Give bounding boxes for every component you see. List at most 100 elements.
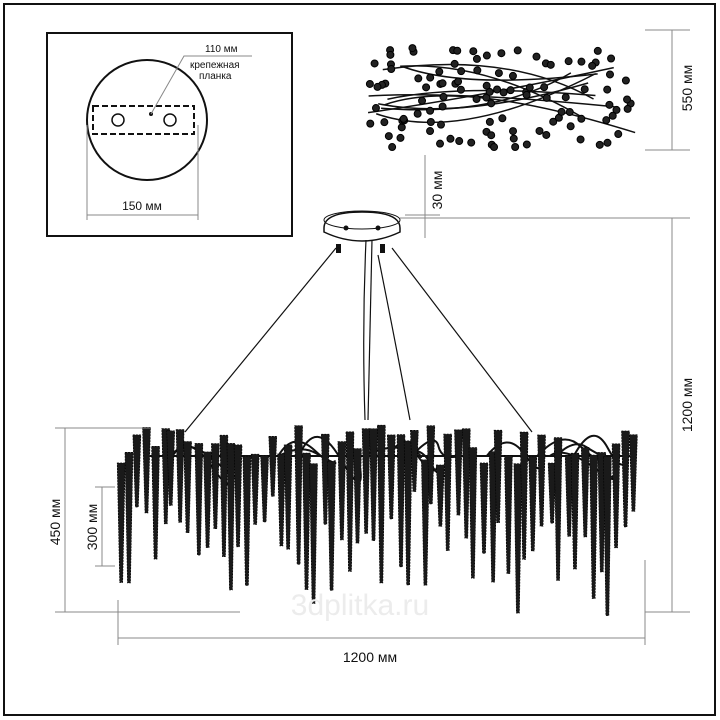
crystal-icicle: [183, 441, 192, 534]
crystal-bud: [577, 114, 586, 123]
crystal-icicle: [260, 454, 269, 523]
crystal-bud: [561, 93, 570, 102]
crystal-bud: [426, 117, 435, 126]
diameter-label: 150 мм: [122, 199, 162, 213]
crystal-icicle: [410, 430, 419, 492]
crystal-icicle: [309, 463, 318, 604]
crystal-bud: [542, 93, 551, 102]
crystal-bud: [453, 46, 462, 55]
crystal-icicle: [589, 454, 598, 599]
depth-label: 550 мм: [679, 65, 695, 112]
crystal-icicle: [175, 429, 185, 523]
crystal-icicle: [211, 443, 220, 530]
crystal-bud: [439, 92, 448, 101]
crystal-icicle: [345, 431, 355, 572]
crystal-bud: [485, 117, 494, 126]
crystal-bud: [576, 135, 585, 144]
crystal-bud: [623, 95, 632, 104]
branch: [401, 65, 598, 81]
crystal-icicle: [547, 462, 557, 524]
crystal-bud: [487, 131, 496, 140]
crystal-icicle: [302, 452, 311, 590]
top-view-cluster: [365, 44, 636, 152]
crystal-icicle: [513, 463, 523, 614]
crystal-bud: [386, 50, 395, 59]
crystal-bud: [525, 83, 534, 92]
crystal-bud: [426, 73, 435, 82]
crystal-bud: [532, 52, 541, 61]
crystal-bud: [399, 114, 408, 123]
crystal-bud: [384, 132, 393, 141]
crystal-bud: [549, 117, 558, 126]
crystal-bud: [436, 139, 445, 148]
crystal-bud: [542, 130, 551, 139]
crystal-bud: [593, 46, 602, 55]
crystal-icicle: [426, 425, 436, 505]
branch: [367, 66, 614, 114]
crystal-icicle: [454, 429, 463, 516]
crystal-icicle: [537, 434, 546, 527]
crystal-bud: [373, 82, 382, 91]
canopy-circle: [86, 59, 208, 181]
crystal-bud: [485, 87, 494, 96]
crystal-icicle: [436, 464, 445, 527]
crystal-icicle: [250, 453, 260, 525]
crystal-bud: [435, 67, 444, 76]
crystal-bud: [365, 79, 374, 88]
branch: [381, 72, 572, 111]
crystal-bud: [438, 102, 447, 111]
crystal-bud: [612, 105, 621, 114]
crystal-bud: [380, 118, 389, 127]
crystal-bud: [522, 140, 531, 149]
crystal-bud: [454, 77, 463, 86]
crystal-bud: [509, 127, 518, 136]
crystal-bud: [557, 107, 566, 116]
crystal-icicle: [327, 460, 336, 591]
crystal-bud: [623, 104, 632, 113]
crystal-bud: [577, 57, 586, 66]
crystal-bud: [467, 138, 476, 147]
crystal-bud: [414, 74, 423, 83]
crystal-bud: [457, 67, 466, 76]
crystal-icicle: [570, 452, 580, 570]
crystal-bud: [438, 79, 447, 88]
crystal-icicle: [421, 459, 430, 586]
crystal-icicle: [321, 433, 330, 525]
crystal-icicle: [479, 462, 489, 554]
crystal-bud: [455, 137, 464, 146]
crystal-bud: [588, 61, 597, 70]
crystal-bud: [396, 133, 405, 142]
crystal-bud: [487, 99, 496, 108]
crystal-icicle: [488, 451, 498, 583]
crystal-bud: [446, 134, 455, 143]
crystal-bud: [450, 59, 459, 68]
crystal-bud: [370, 59, 379, 68]
crystal-icicle: [580, 447, 590, 538]
crystal-icicle: [353, 448, 362, 544]
crystal-icicle: [337, 441, 347, 541]
crystal-icicle: [528, 456, 538, 552]
crystal-bud: [602, 116, 611, 125]
crystal-bud: [473, 66, 482, 75]
crystal-bud: [509, 134, 518, 143]
crystal-icicle: [233, 444, 243, 548]
crystal-bud: [426, 127, 435, 136]
mounting-bracket: [92, 105, 195, 135]
crystal-height-label: 300 мм: [84, 504, 100, 551]
chandelier-body: [116, 424, 638, 616]
crystal-icicle: [564, 455, 574, 537]
width-label: 1200 мм: [343, 649, 397, 665]
screw-hole-right: [163, 113, 177, 127]
crystal-bud: [603, 85, 612, 94]
crystal-bud: [422, 83, 431, 92]
screw-hole-left: [111, 113, 125, 127]
crystal-icicle: [283, 444, 293, 550]
crystal-bud: [605, 100, 614, 109]
crystal-icicle: [621, 430, 630, 528]
crystal-bud: [366, 119, 375, 128]
crystal-bud: [603, 138, 612, 147]
plate-label: 110 мм: [205, 44, 238, 55]
crystal-icicle: [166, 430, 176, 506]
crystal-icicle: [611, 443, 621, 549]
